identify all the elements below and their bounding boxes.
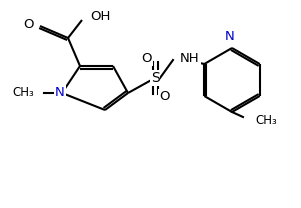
Text: O: O	[159, 90, 169, 104]
Text: CH₃: CH₃	[255, 114, 277, 126]
Text: OH: OH	[90, 10, 110, 22]
Text: N: N	[225, 30, 235, 43]
Text: S: S	[150, 71, 159, 85]
Text: CH₃: CH₃	[12, 87, 34, 99]
Text: N: N	[55, 87, 65, 99]
Text: O: O	[23, 17, 34, 31]
Text: O: O	[142, 52, 152, 64]
Text: NH: NH	[180, 52, 200, 64]
